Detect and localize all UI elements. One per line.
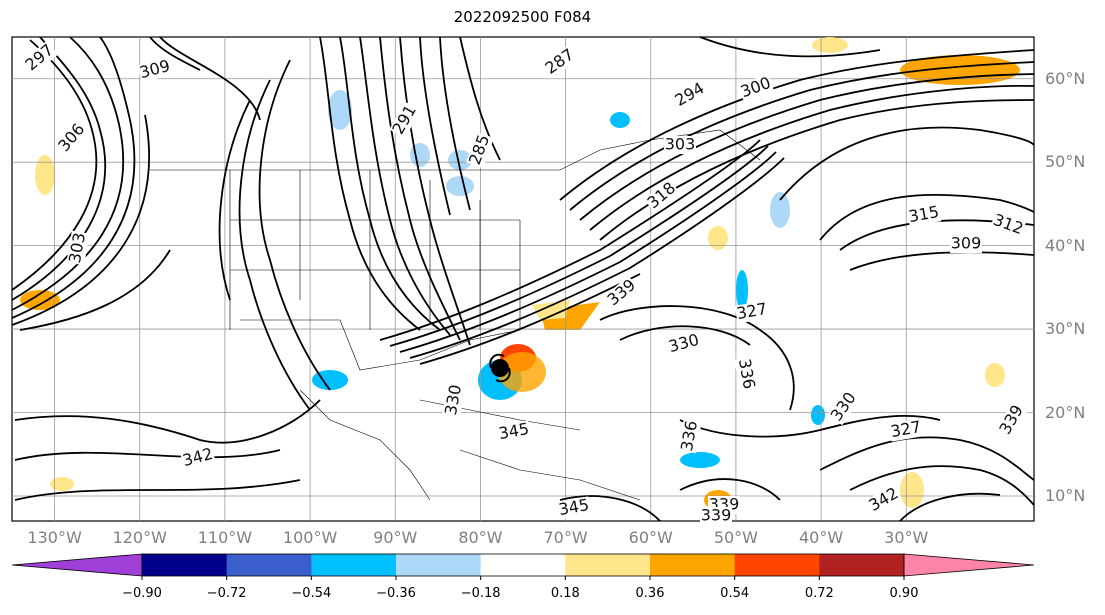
contour-label-background (700, 507, 732, 525)
contour-label-background (678, 418, 702, 454)
contour-label-background (643, 178, 681, 214)
longitude-label: 70°W (543, 528, 588, 547)
colorbar-segment (734, 554, 820, 576)
colorbar-segment (311, 554, 397, 576)
colorbar-tick-label: 0.90 (889, 586, 919, 601)
contour-label-background (671, 79, 709, 111)
contour-label-background (950, 235, 982, 253)
colorbar-tick-label: −0.18 (460, 586, 501, 601)
colorbar-over-extension (903, 553, 1035, 577)
longitude-label: 90°W (373, 528, 418, 547)
contour-label: 309 (951, 234, 982, 253)
political-borders (150, 129, 761, 501)
longitude-label: 30°W (884, 528, 929, 547)
latitude-label: 60°N (1045, 68, 1086, 88)
contour-label-background (496, 420, 532, 444)
contour-label: 339 (701, 506, 732, 525)
colorbar-segment (226, 554, 312, 576)
map-title: 2022092500 F084 (453, 8, 592, 26)
map-frame (11, 36, 1035, 522)
longitude-label: 80°W (458, 528, 503, 547)
contour-label-background (389, 101, 421, 139)
colorbar-tick-label: −0.36 (376, 586, 416, 601)
latitude-label: 40°N (1045, 235, 1086, 255)
longitude-label: 130°W (27, 528, 82, 547)
longitude-label: 100°W (282, 528, 338, 547)
contour-label-background (137, 57, 173, 83)
contour-label-background (21, 40, 59, 76)
contour-label-background (734, 300, 770, 324)
longitude-label: 50°W (713, 528, 758, 547)
longitude-label: 40°W (798, 528, 844, 547)
colorbar-tick-label: −0.72 (206, 586, 247, 601)
contour-label: 303 (665, 135, 696, 154)
longitude-label: 60°W (628, 528, 673, 547)
colorbar-tick-label: 0.18 (550, 586, 580, 601)
contour-label-background (466, 131, 494, 169)
colorbar-under-extension (11, 553, 143, 577)
contour-label-background (737, 74, 775, 102)
colorbar (11, 553, 1035, 580)
contour-label-background (556, 496, 592, 520)
latitude-label: 20°N (1045, 402, 1086, 422)
contour-label-background (989, 211, 1027, 239)
colorbar-tick-label: 0.36 (635, 586, 665, 601)
latitude-label: 30°N (1045, 319, 1086, 339)
contour-label-background (54, 119, 90, 157)
longitude-label: 120°W (112, 528, 167, 547)
contour-label-background (603, 275, 641, 311)
colorbar-segment (480, 554, 566, 576)
contour-label-background (827, 388, 861, 426)
colorbar-segment (565, 554, 651, 576)
contour-label-background (888, 418, 924, 442)
colorbar-outline (141, 553, 905, 577)
latitude-label: 10°N (1045, 485, 1086, 505)
colorbar-segment (819, 554, 905, 576)
contour-label-background (442, 382, 466, 418)
longitude-label: 110°W (197, 528, 253, 547)
contour-label-background (664, 136, 696, 154)
contour-label-background (541, 45, 579, 79)
colorbar-segment (396, 554, 482, 576)
contour-label-background (865, 484, 903, 516)
colorbar-segment (650, 554, 736, 576)
contour-label-background (996, 401, 1028, 439)
hurricane-symbol (489, 353, 511, 383)
contour-label-background (666, 331, 702, 357)
contour-label-background (180, 445, 216, 471)
contour-label-background (66, 230, 90, 266)
colorbar-tick-label: 0.72 (804, 586, 834, 601)
contour-label-background (906, 203, 942, 227)
contour-label-background (734, 356, 758, 392)
colorbar-tick-label: −0.54 (291, 586, 332, 601)
latitude-label: 50°N (1045, 152, 1086, 172)
colorbar-tick-label: −0.90 (122, 586, 162, 601)
colorbar-segment (142, 554, 228, 576)
colorbar-tick-label: 0.54 (720, 586, 750, 601)
